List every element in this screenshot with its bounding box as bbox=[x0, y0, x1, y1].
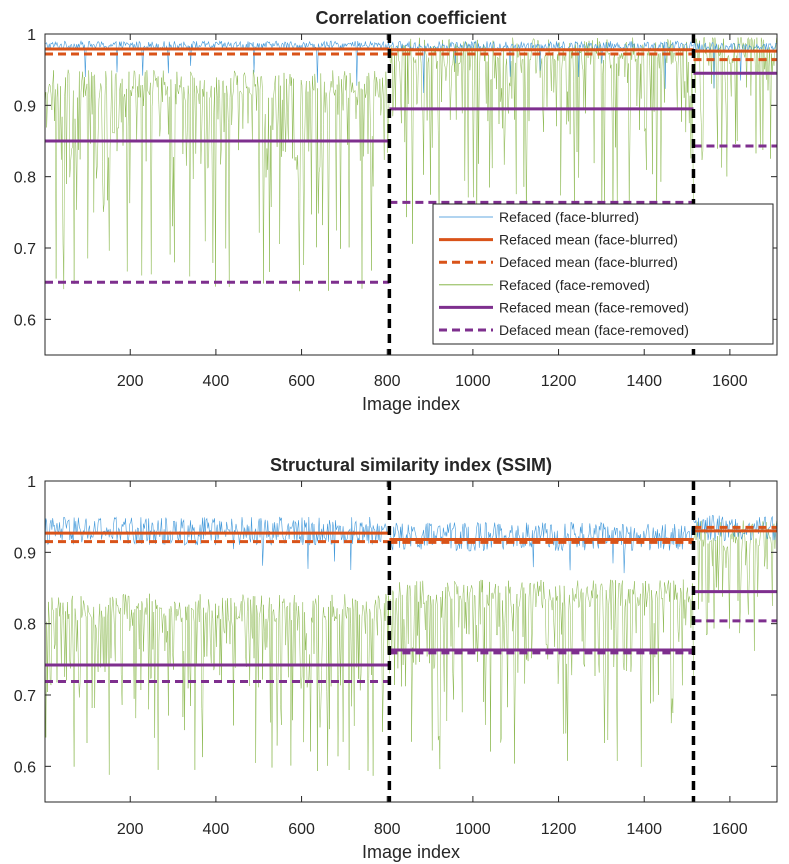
y-tick-label: 0.8 bbox=[14, 170, 36, 187]
x-tick-label: 1200 bbox=[541, 821, 577, 838]
legend-box bbox=[432, 203, 774, 345]
chart-title: Correlation coefficient bbox=[315, 8, 506, 28]
x-axis-label: Image index bbox=[362, 394, 460, 414]
x-tick-label: 800 bbox=[374, 373, 401, 390]
x-axis-label: Image index bbox=[362, 842, 460, 862]
x-tick-label: 1400 bbox=[626, 821, 662, 838]
x-tick-label: 1400 bbox=[626, 373, 662, 390]
y-tick-label: 1 bbox=[27, 27, 36, 44]
x-tick-label: 1600 bbox=[712, 373, 748, 390]
x-tick-label: 1600 bbox=[712, 821, 748, 838]
legend-label: Refaced (face-blurred) bbox=[499, 209, 639, 225]
x-tick-label: 600 bbox=[288, 821, 315, 838]
x-tick-label: 200 bbox=[117, 821, 144, 838]
x-tick-label: 800 bbox=[374, 821, 401, 838]
y-tick-label: 0.7 bbox=[14, 241, 36, 258]
x-tick-label: 1000 bbox=[455, 373, 491, 390]
y-tick-label: 0.9 bbox=[14, 98, 36, 115]
axes-box bbox=[44, 480, 778, 803]
chart-ssim: 200 400 600 800 1000 1200 1400 1600 0.6 0.7 0.8 0.9… bbox=[14, 455, 778, 862]
x-tick-label: 600 bbox=[288, 373, 315, 390]
x-tick-label: 1000 bbox=[455, 821, 491, 838]
y-tick-label: 0.6 bbox=[14, 312, 36, 329]
trace-refaced-face-removed- bbox=[44, 520, 777, 776]
y-tick-label: 0.7 bbox=[14, 688, 36, 705]
x-tick-label: 400 bbox=[203, 821, 230, 838]
chart-title: Structural similarity index (SSIM) bbox=[270, 455, 552, 475]
x-tick-label: 1200 bbox=[541, 373, 577, 390]
y-tick-label: 0.9 bbox=[14, 545, 36, 562]
chart-correlation-coefficient: 200 400 600 800 1000 1200 1400 1600 0.6 0.7 0.8 0.9… bbox=[14, 8, 778, 414]
legend-label: Refaced mean (face-blurred) bbox=[499, 232, 678, 248]
axes-box bbox=[44, 33, 778, 356]
x-tick-label: 400 bbox=[203, 373, 230, 390]
x-tick-label: 200 bbox=[117, 373, 144, 390]
legend-label: Refaced (face-removed) bbox=[499, 277, 650, 293]
legend-label: Defaced mean (face-removed) bbox=[499, 322, 689, 338]
legend: Refaced (face-blurred) Refaced mean (face… bbox=[432, 203, 774, 345]
y-tick-label: 1 bbox=[27, 474, 36, 491]
y-tick-label: 0.8 bbox=[14, 617, 36, 634]
y-tick-label: 0.6 bbox=[14, 759, 36, 776]
legend-label: Refaced mean (face-removed) bbox=[499, 299, 689, 315]
legend-label: Defaced mean (face-blurred) bbox=[499, 254, 678, 270]
